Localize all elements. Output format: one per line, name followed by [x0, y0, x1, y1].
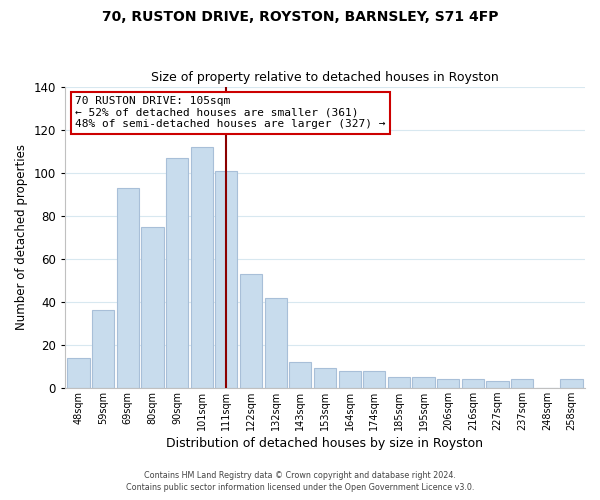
Bar: [363, 370, 385, 388]
Bar: [92, 310, 114, 388]
Title: Size of property relative to detached houses in Royston: Size of property relative to detached ho…: [151, 72, 499, 85]
Bar: [412, 377, 434, 388]
Text: 70, RUSTON DRIVE, ROYSTON, BARNSLEY, S71 4FP: 70, RUSTON DRIVE, ROYSTON, BARNSLEY, S71…: [102, 10, 498, 24]
X-axis label: Distribution of detached houses by size in Royston: Distribution of detached houses by size …: [166, 437, 484, 450]
Text: Contains HM Land Registry data © Crown copyright and database right 2024.
Contai: Contains HM Land Registry data © Crown c…: [126, 471, 474, 492]
Text: 70 RUSTON DRIVE: 105sqm
← 52% of detached houses are smaller (361)
48% of semi-d: 70 RUSTON DRIVE: 105sqm ← 52% of detache…: [76, 96, 386, 130]
Bar: [487, 382, 509, 388]
Bar: [289, 362, 311, 388]
Bar: [314, 368, 336, 388]
Bar: [388, 377, 410, 388]
Bar: [437, 379, 460, 388]
Y-axis label: Number of detached properties: Number of detached properties: [15, 144, 28, 330]
Bar: [166, 158, 188, 388]
Bar: [191, 147, 213, 388]
Bar: [560, 379, 583, 388]
Bar: [67, 358, 89, 388]
Bar: [265, 298, 287, 388]
Bar: [240, 274, 262, 388]
Bar: [215, 171, 238, 388]
Bar: [142, 226, 164, 388]
Bar: [338, 370, 361, 388]
Bar: [117, 188, 139, 388]
Bar: [511, 379, 533, 388]
Bar: [462, 379, 484, 388]
